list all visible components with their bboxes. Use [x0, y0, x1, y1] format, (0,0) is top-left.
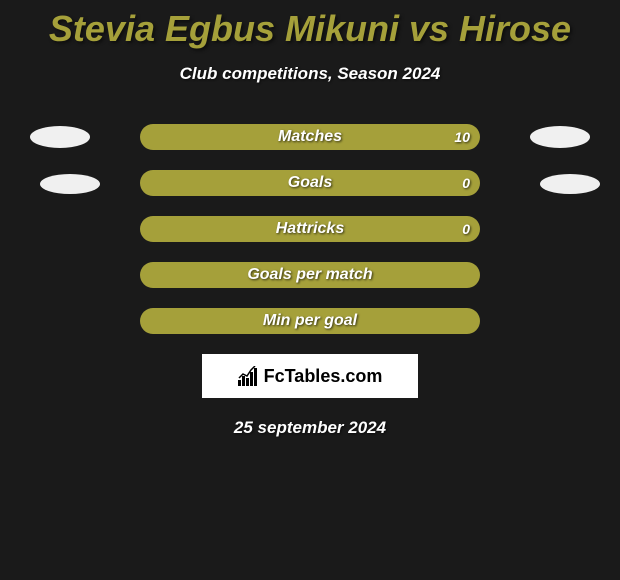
right-marker-ellipse [540, 174, 600, 194]
logo-box: FcTables.com [202, 354, 418, 398]
page-title: Stevia Egbus Mikuni vs Hirose [0, 0, 620, 50]
stat-bar: Goals 0 [140, 170, 480, 196]
left-marker-ellipse [40, 174, 100, 194]
stat-row: Min per goal [0, 308, 620, 334]
stat-row: Goals 0 [0, 170, 620, 196]
stat-label: Min per goal [263, 312, 357, 330]
stat-bar: Hattricks 0 [140, 216, 480, 242]
subtitle: Club competitions, Season 2024 [0, 64, 620, 84]
stat-value: 0 [462, 221, 470, 237]
logo: FcTables.com [238, 366, 383, 387]
stat-row: Goals per match [0, 262, 620, 288]
stat-label: Goals per match [247, 266, 372, 284]
stat-bar: Matches 10 [140, 124, 480, 150]
chart-icon [238, 366, 260, 386]
stat-bar: Min per goal [140, 308, 480, 334]
stat-label: Hattricks [276, 220, 344, 238]
stat-rows: Matches 10 Goals 0 Hattricks 0 Goals per… [0, 124, 620, 334]
stat-label: Goals [288, 174, 332, 192]
stat-label: Matches [278, 128, 342, 146]
date-label: 25 september 2024 [0, 418, 620, 438]
stat-bar: Goals per match [140, 262, 480, 288]
right-marker-ellipse [530, 126, 590, 148]
stat-row: Matches 10 [0, 124, 620, 150]
stat-value: 10 [454, 129, 470, 145]
stat-row: Hattricks 0 [0, 216, 620, 242]
logo-text: FcTables.com [264, 366, 383, 387]
left-marker-ellipse [30, 126, 90, 148]
stat-value: 0 [462, 175, 470, 191]
